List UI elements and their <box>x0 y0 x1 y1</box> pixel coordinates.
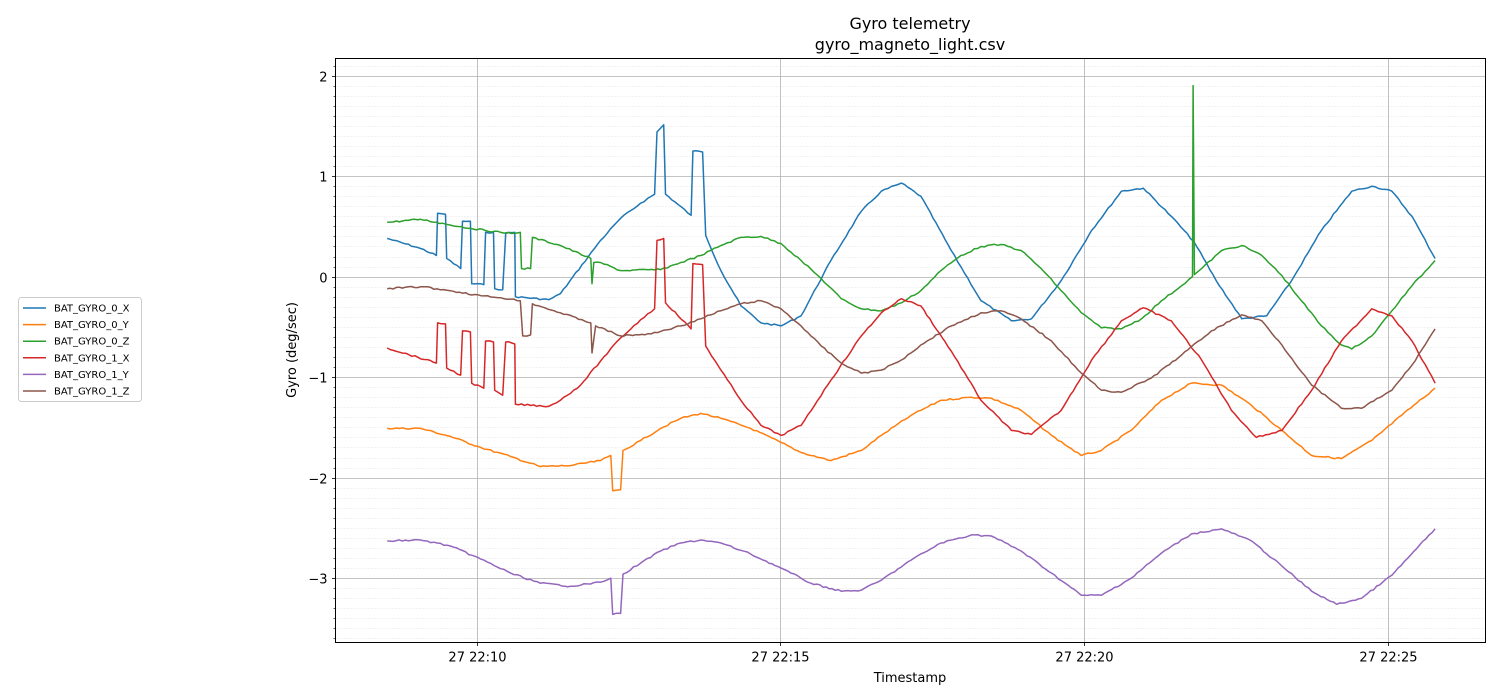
legend-label: BAT_GYRO_1_X <box>54 353 130 364</box>
series-line-bat-gyro-0-x <box>386 124 1436 327</box>
y-axis-label: Gyro (deg/sec) <box>285 302 300 398</box>
legend-label: BAT_GYRO_0_X <box>54 304 130 315</box>
series-line-bat-gyro-0-y <box>387 382 1436 492</box>
legend: BAT_GYRO_0_X BAT_GYRO_0_Y BAT_GYRO_0_Z BAT_… <box>18 297 142 402</box>
y-tick-label: 0 <box>319 272 327 287</box>
x-axis-label: Timestamp <box>873 671 947 686</box>
series-line-bat-gyro-1-z <box>387 285 1436 410</box>
x-tick-label: 27 22:20 <box>1055 651 1113 666</box>
legend-label: BAT_GYRO_1_Y <box>54 370 130 381</box>
chart-title: Gyro telemetry <box>849 14 970 33</box>
x-tick-label: 27 22:10 <box>448 651 506 666</box>
y-tick-label: −3 <box>308 573 327 588</box>
x-tick-label: 27 22:25 <box>1359 651 1417 666</box>
grid <box>335 58 1486 643</box>
y-tick-label: 2 <box>319 71 327 86</box>
legend-label: BAT_GYRO_1_Z <box>54 387 130 398</box>
y-tick-label: 1 <box>319 171 327 186</box>
y-tick-label: −2 <box>308 473 327 488</box>
ticks: 2 1 0 −1 −2 −3 27 22:10 27 22:15 27 22:20 27 22:2… <box>308 66 1418 666</box>
x-tick-label: 27 22:15 <box>751 651 809 666</box>
series-line-bat-gyro-1-y <box>387 528 1436 616</box>
legend-label: BAT_GYRO_0_Y <box>54 320 130 331</box>
series-line-bat-gyro-1-x <box>386 237 1436 439</box>
series-lines <box>386 84 1436 616</box>
series-line-bat-gyro-0-z <box>387 84 1436 350</box>
chart-subtitle: gyro_magneto_light.csv <box>815 35 1005 55</box>
y-tick-label: −1 <box>308 372 327 387</box>
legend-label: BAT_GYRO_0_Z <box>54 337 130 348</box>
plot-frame <box>335 58 1486 643</box>
